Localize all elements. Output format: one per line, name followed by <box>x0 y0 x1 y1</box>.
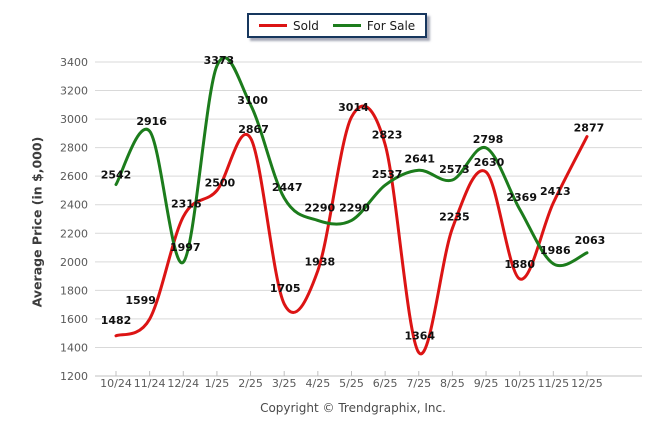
sold-line-swatch <box>259 24 287 27</box>
for-sale-value-label: 2290 <box>339 201 370 214</box>
sold-value-label: 2316 <box>171 198 202 211</box>
for-sale-line <box>114 56 589 268</box>
y-tick-label: 1200 <box>60 370 88 383</box>
x-tick-label: 6/25 <box>373 377 398 390</box>
sold-value-label: 2235 <box>439 210 470 223</box>
y-tick-label: 2000 <box>60 256 88 269</box>
legend: Sold For Sale <box>247 13 428 38</box>
x-tick-label: 2/25 <box>238 377 263 390</box>
sold-value-label: 3014 <box>338 101 369 114</box>
sold-value-label: 1482 <box>101 314 132 327</box>
for-sale-value-label: 2447 <box>272 181 303 194</box>
for-sale-value-label: 2573 <box>439 163 470 176</box>
for-sale-value-label: 2369 <box>506 191 537 204</box>
sold-value-label: 1938 <box>305 256 336 269</box>
for-sale-value-label: 2542 <box>101 168 132 181</box>
for-sale-line-swatch <box>332 24 361 27</box>
x-tick-label: 3/25 <box>272 377 297 390</box>
y-tick-label: 3400 <box>60 56 88 69</box>
y-tick-label: 1800 <box>60 284 88 297</box>
x-tick-label: 12/24 <box>167 377 199 390</box>
x-tick-label: 1/25 <box>205 377 230 390</box>
for-sale-value-label: 2641 <box>404 152 435 165</box>
x-tick-label: 5/25 <box>339 377 364 390</box>
x-tick-label: 10/25 <box>504 377 536 390</box>
legend-label-for-sale: For Sale <box>366 18 416 33</box>
y-tick-label: 3000 <box>60 113 88 126</box>
sold-value-label: 2413 <box>540 185 571 198</box>
x-tick-label: 4/25 <box>305 377 330 390</box>
for-sale-value-label: 2063 <box>575 234 606 247</box>
y-tick-label: 2400 <box>60 199 88 212</box>
sold-value-label: 2867 <box>238 123 269 136</box>
sold-value-label: 2823 <box>372 128 403 141</box>
copyright: Copyright © Trendgraphix, Inc. <box>260 401 446 415</box>
y-tick-label: 1400 <box>60 341 88 354</box>
sold-value-label: 1705 <box>270 282 301 295</box>
legend-item-for-sale: For Sale <box>332 18 416 33</box>
x-tick-label: 10/24 <box>100 377 132 390</box>
y-tick-label: 2200 <box>60 227 88 240</box>
sold-value-label: 1364 <box>404 330 435 343</box>
y-tick-label: 1600 <box>60 313 88 326</box>
for-sale-value-label: 3100 <box>237 94 268 107</box>
y-tick-label: 2800 <box>60 142 88 155</box>
for-sale-value-label: 2916 <box>136 115 167 128</box>
sold-value-label: 2877 <box>574 122 605 135</box>
for-sale-value-label: 3373 <box>204 54 235 67</box>
sold-line <box>114 104 589 356</box>
y-tick-label: 2600 <box>60 170 88 183</box>
x-tick-label: 8/25 <box>440 377 465 390</box>
for-sale-value-label: 2798 <box>473 133 504 146</box>
legend-label-sold: Sold <box>293 18 319 33</box>
sold-value-label: 2630 <box>474 156 505 169</box>
sold-value-label: 1880 <box>504 258 535 271</box>
for-sale-value-label: 1997 <box>170 241 201 254</box>
for-sale-value-label: 1986 <box>540 244 571 257</box>
x-tick-label: 11/24 <box>134 377 166 390</box>
legend-item-sold: Sold <box>259 20 319 32</box>
for-sale-value-label: 2290 <box>305 201 336 214</box>
for-sale-value-label: 2537 <box>372 168 403 181</box>
x-tick-label: 9/25 <box>474 377 499 390</box>
sold-value-label: 1599 <box>125 294 156 307</box>
sold-value-label: 2500 <box>205 176 236 189</box>
y-tick-label: 3200 <box>60 85 88 98</box>
x-tick-label: 7/25 <box>406 377 431 390</box>
x-tick-label: 11/25 <box>537 377 569 390</box>
x-tick-label: 12/25 <box>571 377 603 390</box>
